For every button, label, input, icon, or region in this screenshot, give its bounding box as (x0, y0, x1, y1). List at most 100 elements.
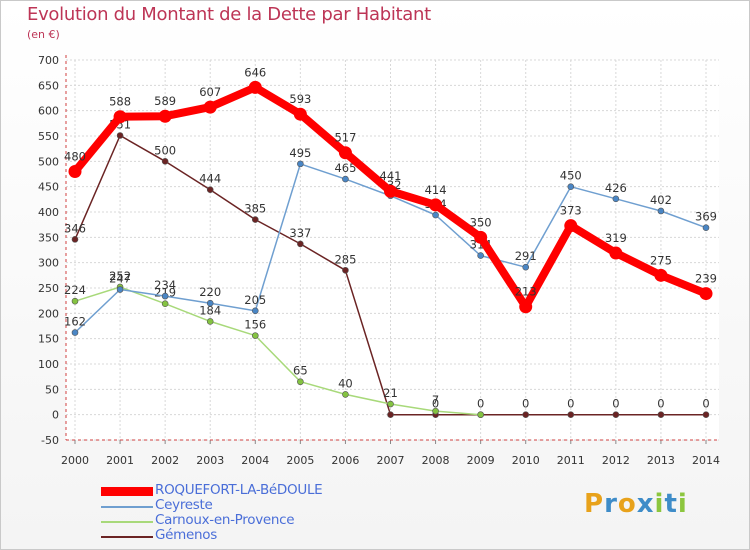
legend-swatch-carnoux (101, 521, 153, 523)
data-point (158, 109, 172, 123)
data-point (519, 300, 533, 314)
data-label: 0 (702, 397, 709, 411)
data-label: 385 (244, 202, 266, 216)
data-point (203, 100, 217, 114)
data-point (429, 198, 443, 212)
data-label: 465 (334, 161, 356, 175)
y-tick-label: 550 (38, 130, 59, 143)
x-tick-label: 2011 (557, 454, 585, 467)
y-tick-label: 150 (38, 333, 59, 346)
data-point (387, 411, 394, 418)
legend-label-roquefort: ROQUEFORT-LA-BéDOULE (155, 482, 323, 498)
data-label: 593 (289, 92, 311, 106)
data-label: 589 (154, 94, 176, 108)
data-point (116, 286, 124, 293)
x-tick-label: 2004 (241, 454, 269, 467)
data-point (609, 246, 623, 260)
data-label: 441 (380, 169, 402, 183)
logo-letter: t (664, 489, 678, 519)
data-point (71, 297, 79, 305)
data-label: 0 (612, 397, 619, 411)
y-tick-label: 650 (38, 79, 59, 92)
data-label: 517 (334, 131, 356, 145)
data-label: 444 (199, 172, 221, 186)
data-label: 0 (567, 397, 574, 411)
data-point (113, 110, 127, 124)
x-tick-label: 2000 (61, 454, 89, 467)
data-label: 346 (64, 221, 86, 235)
x-tick-label: 2012 (602, 454, 630, 467)
legend-swatch-gemenos (101, 536, 153, 538)
data-label: 239 (695, 272, 717, 286)
legend-swatch-ceyreste (101, 506, 153, 508)
y-tick-label: 450 (38, 181, 59, 194)
data-label: 0 (477, 397, 484, 411)
x-tick-label: 2010 (512, 454, 540, 467)
y-tick-label: 400 (38, 206, 59, 219)
data-point (387, 400, 394, 408)
data-point (432, 211, 439, 219)
x-tick-label: 2006 (331, 454, 359, 467)
data-point (432, 407, 439, 415)
x-tick-label: 2007 (377, 454, 405, 467)
data-label: 156 (244, 318, 266, 332)
x-tick-label: 2003 (196, 454, 224, 467)
data-point (297, 160, 304, 168)
y-tick-label: 500 (38, 155, 59, 168)
data-label: 480 (64, 149, 86, 163)
x-tick-label: 2013 (647, 454, 675, 467)
data-label: 495 (289, 146, 311, 160)
data-point (654, 268, 668, 282)
logo-letter: i (654, 489, 665, 519)
data-label: 0 (522, 397, 529, 411)
data-point (612, 195, 620, 203)
data-point (657, 207, 665, 215)
data-point (297, 240, 304, 248)
y-tick-label: 0 (52, 409, 59, 422)
data-label: 0 (657, 397, 664, 411)
data-label: 213 (515, 285, 537, 299)
data-point (297, 378, 304, 386)
data-point (564, 219, 578, 233)
data-point (702, 224, 710, 232)
data-point (161, 300, 169, 308)
data-point (248, 80, 262, 94)
logo-letter: r (604, 489, 618, 519)
data-label: 291 (515, 249, 537, 263)
y-tick-label: 600 (38, 105, 59, 118)
data-point (68, 164, 82, 178)
data-point (338, 146, 352, 160)
legend-item-gemenos: Gémenos (95, 527, 395, 544)
data-label: 646 (244, 65, 266, 79)
data-label: 607 (199, 85, 221, 99)
data-point (116, 132, 124, 139)
data-point (251, 332, 259, 339)
data-label: 252 (109, 269, 131, 283)
data-point (251, 216, 259, 223)
data-point (161, 292, 169, 300)
data-label: 350 (470, 215, 492, 229)
data-label: 588 (109, 95, 131, 109)
data-label: 162 (64, 315, 86, 329)
data-label: 7 (432, 393, 439, 407)
data-point (206, 318, 214, 325)
legend: ROQUEFORT-LA-BéDOULE Ceyreste Carnoux-en… (95, 482, 395, 544)
data-label: 247 (109, 272, 131, 286)
data-label: 224 (64, 283, 86, 297)
data-point (657, 411, 665, 418)
data-point (477, 411, 484, 418)
y-tick-label: 350 (38, 231, 59, 244)
data-label: 21 (383, 386, 398, 400)
y-tick-label: 700 (38, 54, 59, 67)
data-point (477, 252, 484, 259)
legend-label-ceyreste: Ceyreste (155, 497, 213, 513)
legend-item-roquefort: ROQUEFORT-LA-BéDOULE (95, 482, 395, 499)
data-label: 65 (293, 364, 308, 378)
data-point (342, 391, 349, 398)
x-tick-label: 2001 (106, 454, 134, 467)
legend-swatch-roquefort (101, 487, 153, 496)
series-line (74, 286, 482, 416)
data-point (384, 184, 397, 198)
y-tick-label: 200 (38, 307, 59, 320)
